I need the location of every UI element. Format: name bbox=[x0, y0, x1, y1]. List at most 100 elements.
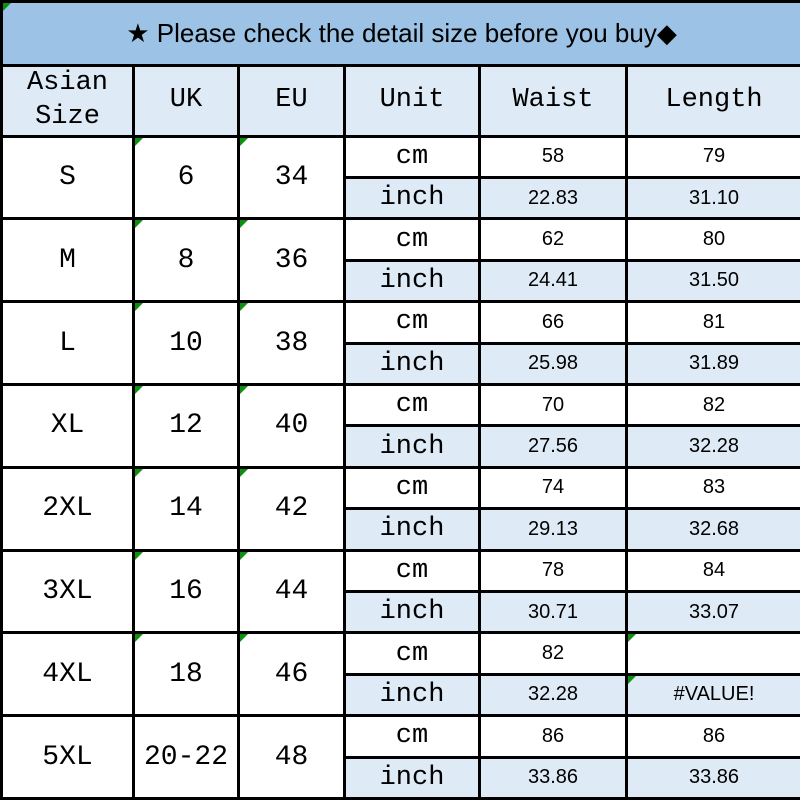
waist-inch-cell: 33.86 bbox=[478, 755, 628, 800]
uk-value: 14 bbox=[169, 493, 203, 525]
uk-value: 16 bbox=[169, 575, 203, 607]
waist-inch-cell: 27.56 bbox=[478, 424, 628, 469]
uk-value: 8 bbox=[177, 244, 195, 276]
eu-value: 44 bbox=[274, 575, 309, 607]
banner-row: ★ Please check the detail size before yo… bbox=[0, 0, 800, 67]
error-indicator-icon bbox=[241, 553, 248, 560]
unit-cm-cell: cm bbox=[343, 217, 481, 262]
row-m-cm: M 8 36 cm 62 80 bbox=[0, 217, 800, 304]
error-indicator-icon bbox=[629, 635, 636, 643]
length-cm-cell: 86 bbox=[624, 714, 800, 759]
row-5xl-inch: inch 33.86 33.86 bbox=[2, 755, 800, 800]
unit-inch-cell: inch bbox=[343, 755, 481, 800]
unit-cm-cell: cm bbox=[343, 382, 481, 428]
size-cell: L bbox=[0, 300, 135, 386]
row-4xl-inch: inch 32.28 #VALUE! bbox=[2, 672, 800, 718]
uk-value: 6 bbox=[177, 161, 195, 193]
length-inch-cell: 33.86 bbox=[624, 755, 800, 800]
length-inch-cell: 31.50 bbox=[624, 258, 800, 304]
size-cell: M bbox=[0, 217, 135, 304]
row-l-cm: L 10 38 cm 66 81 bbox=[0, 300, 800, 386]
col-header-asian-size: Asian Size bbox=[0, 64, 135, 138]
waist-cm-cell: 82 bbox=[478, 631, 628, 676]
eu-value: 38 bbox=[274, 327, 309, 359]
size-cell: 3XL bbox=[0, 548, 135, 635]
unit-inch-cell: inch bbox=[343, 424, 481, 469]
length-inch-error-cell: #VALUE! bbox=[624, 672, 800, 718]
error-indicator-icon bbox=[136, 304, 143, 312]
error-indicator-icon bbox=[241, 387, 248, 394]
unit-inch-cell: inch bbox=[343, 175, 481, 221]
eu-cell: 46 bbox=[237, 631, 346, 718]
error-indicator-icon bbox=[136, 635, 143, 643]
size-cell: 5XL bbox=[0, 714, 135, 800]
length-cm-cell: 84 bbox=[624, 548, 800, 593]
length-inch-cell: 33.07 bbox=[624, 589, 800, 635]
unit-cm-cell: cm bbox=[343, 548, 481, 593]
error-indicator-icon bbox=[4, 4, 11, 11]
eu-cell: 38 bbox=[237, 300, 346, 386]
uk-value: 18 bbox=[169, 658, 203, 690]
eu-cell: 36 bbox=[237, 217, 346, 304]
waist-inch-cell: 25.98 bbox=[478, 341, 628, 386]
row-3xl-inch: inch 30.71 33.07 bbox=[2, 589, 800, 635]
unit-inch-cell: inch bbox=[343, 258, 481, 304]
eu-cell: 40 bbox=[237, 382, 346, 469]
uk-cell: 14 bbox=[132, 465, 240, 552]
waist-cm-cell: 70 bbox=[478, 382, 628, 428]
waist-cm-cell: 74 bbox=[478, 465, 628, 511]
error-indicator-icon bbox=[241, 304, 248, 312]
unit-cm-cell: cm bbox=[343, 134, 481, 179]
unit-inch-cell: inch bbox=[343, 589, 481, 635]
length-cm-cell: 81 bbox=[624, 300, 800, 345]
unit-cm-cell: cm bbox=[343, 300, 481, 345]
waist-cm-cell: 62 bbox=[478, 217, 628, 262]
banner-cell: ★ Please check the detail size before yo… bbox=[0, 0, 800, 67]
size-cell: XL bbox=[0, 382, 135, 469]
uk-cell: 16 bbox=[132, 548, 240, 635]
eu-value: 36 bbox=[274, 244, 309, 276]
length-cm-cell-empty bbox=[624, 631, 800, 676]
col-header-length: Length bbox=[624, 64, 800, 138]
uk-cell: 18 bbox=[132, 631, 240, 718]
eu-value: 42 bbox=[274, 493, 309, 525]
waist-inch-cell: 30.71 bbox=[478, 589, 628, 635]
length-cm-cell: 83 bbox=[624, 465, 800, 511]
col-header-eu: EU bbox=[237, 64, 346, 138]
unit-cm-cell: cm bbox=[343, 714, 481, 759]
length-inch-cell: 31.10 bbox=[624, 175, 800, 221]
col-header-unit: Unit bbox=[343, 64, 481, 138]
error-indicator-icon bbox=[136, 387, 143, 394]
length-cm-cell: 82 bbox=[624, 382, 800, 428]
error-indicator-icon bbox=[241, 138, 248, 146]
waist-cm-cell: 86 bbox=[478, 714, 628, 759]
header-row: Asian Size UK EU Unit Waist Length bbox=[0, 64, 800, 138]
row-m-inch: inch 24.41 31.50 bbox=[2, 258, 800, 304]
waist-cm-cell: 78 bbox=[478, 548, 628, 593]
col-header-uk: UK bbox=[132, 64, 240, 138]
row-2xl-inch: inch 29.13 32.68 bbox=[2, 507, 800, 552]
length-inch-cell: 32.68 bbox=[624, 507, 800, 552]
unit-inch-cell: inch bbox=[343, 341, 481, 386]
uk-value: 10 bbox=[169, 327, 203, 359]
row-l-inch: inch 25.98 31.89 bbox=[2, 341, 800, 386]
length-inch-cell: 32.28 bbox=[624, 424, 800, 469]
waist-cm-cell: 66 bbox=[478, 300, 628, 345]
uk-cell: 10 bbox=[132, 300, 240, 386]
size-cell: 4XL bbox=[0, 631, 135, 718]
eu-cell: 48 bbox=[237, 714, 346, 800]
waist-cm-cell: 58 bbox=[478, 134, 628, 179]
size-cell: 2XL bbox=[0, 465, 135, 552]
waist-inch-cell: 22.83 bbox=[478, 175, 628, 221]
uk-value: 12 bbox=[169, 410, 203, 442]
eu-cell: 42 bbox=[237, 465, 346, 552]
waist-inch-cell: 29.13 bbox=[478, 507, 628, 552]
row-xl-cm: XL 12 40 cm 70 82 bbox=[0, 382, 800, 469]
unit-cm-cell: cm bbox=[343, 465, 481, 511]
uk-cell: 6 bbox=[132, 134, 240, 221]
value-error-text: #VALUE! bbox=[673, 683, 755, 706]
waist-inch-cell: 32.28 bbox=[478, 672, 628, 718]
row-3xl-cm: 3XL 16 44 cm 78 84 bbox=[0, 548, 800, 635]
eu-value: 34 bbox=[274, 161, 309, 193]
eu-cell: 34 bbox=[237, 134, 346, 221]
